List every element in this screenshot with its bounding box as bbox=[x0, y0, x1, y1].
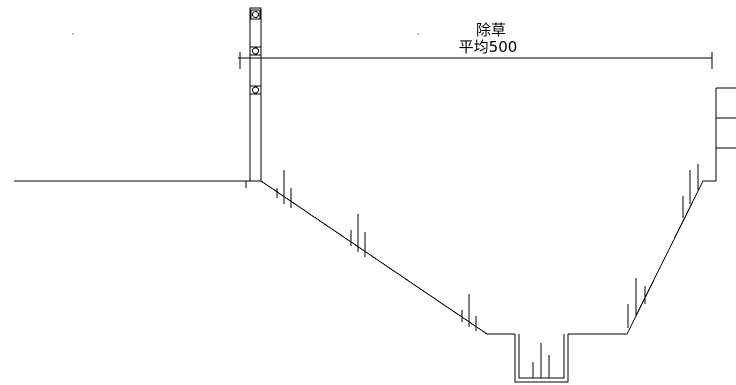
slope-right bbox=[568, 180, 716, 335]
annotation-title: 除草 bbox=[475, 21, 507, 39]
dimension-text: 平均500 bbox=[458, 38, 518, 56]
dimension-line bbox=[238, 52, 713, 69]
slope-left bbox=[260, 180, 515, 335]
drainage-channel bbox=[514, 334, 569, 383]
grass-marks bbox=[276, 164, 699, 331]
stray-dot bbox=[72, 33, 74, 35]
right-structure bbox=[715, 87, 736, 181]
stray-dot bbox=[417, 33, 419, 35]
fence-post bbox=[245, 7, 262, 188]
